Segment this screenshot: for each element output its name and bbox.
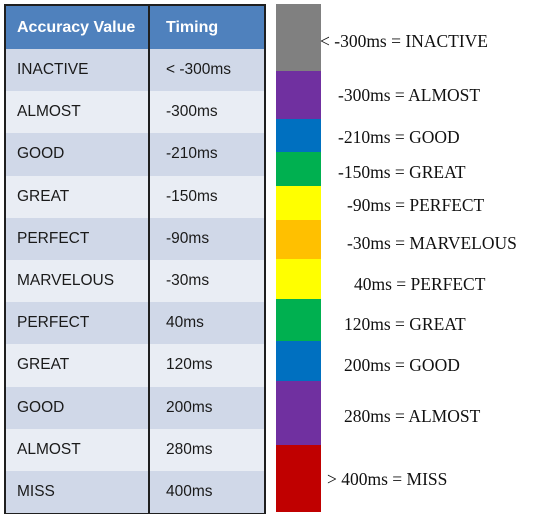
- table-row: PERFECT 40ms: [6, 302, 264, 345]
- timing-label-almost-late: 280ms = ALMOST: [344, 406, 481, 426]
- header-timing: Timing: [166, 18, 219, 36]
- accuracy-timing-table: Accuracy Value Timing INACTIVE < -300ms …: [4, 4, 266, 514]
- timing-cell: < -300ms: [166, 61, 232, 79]
- timing-cell: 280ms: [166, 440, 213, 458]
- table-row: PERFECT -90ms: [6, 217, 264, 260]
- accuracy-cell: MARVELOUS: [6, 259, 150, 303]
- bar-segment-good-early: [276, 119, 321, 152]
- bar-segment-perfect-early: [276, 186, 321, 220]
- timing-cell: 40ms: [166, 314, 204, 332]
- bar-segment-inactive: [276, 4, 321, 71]
- timing-label-good-late: 200ms = GOOD: [344, 355, 460, 375]
- timing-label-perfect-early: -90ms = PERFECT: [347, 195, 485, 215]
- table-row: GOOD -210ms: [6, 133, 264, 176]
- accuracy-cell: GREAT: [6, 344, 150, 387]
- accuracy-cell: MISS: [6, 470, 150, 514]
- table-row: INACTIVE < -300ms: [6, 49, 264, 92]
- bar-segment-great-early: [276, 152, 321, 186]
- bar-segment-almost-early: [276, 71, 321, 119]
- accuracy-cell: PERFECT: [6, 302, 150, 345]
- table-row: GOOD 200ms: [6, 386, 264, 429]
- timing-label-inactive: < -300ms = INACTIVE: [320, 31, 488, 51]
- accuracy-cell: GREAT: [6, 175, 150, 218]
- timing-label-great-early: -150ms = GREAT: [338, 162, 466, 182]
- timing-cell: -30ms: [166, 272, 210, 290]
- timing-label-miss: > 400ms = MISS: [327, 469, 448, 489]
- bar-segment-perfect-late: [276, 259, 321, 299]
- timing-cell: -300ms: [166, 103, 218, 121]
- timing-cell: -150ms: [166, 187, 218, 205]
- accuracy-cell: GOOD: [6, 133, 150, 176]
- timing-cell: 400ms: [166, 482, 213, 500]
- timing-label-perfect-late: 40ms = PERFECT: [354, 274, 486, 294]
- table-row: MARVELOUS -30ms: [6, 259, 264, 303]
- table-row: MISS 400ms: [6, 470, 264, 514]
- table-header-row: Accuracy Value Timing: [6, 6, 264, 49]
- header-accuracy-value: Accuracy Value: [6, 6, 150, 49]
- table-row: ALMOST 280ms: [6, 428, 264, 471]
- timing-cell: -90ms: [166, 229, 210, 247]
- timing-cell: 200ms: [166, 398, 213, 416]
- accuracy-cell: PERFECT: [6, 217, 150, 260]
- timing-label-almost-early: -300ms = ALMOST: [338, 85, 481, 105]
- timing-label-good-early: -210ms = GOOD: [338, 127, 460, 147]
- bar-segment-great-late: [276, 299, 321, 341]
- timing-cell: -210ms: [166, 145, 218, 163]
- table-row: GREAT 120ms: [6, 344, 264, 387]
- accuracy-cell: INACTIVE: [6, 49, 150, 92]
- bar-segment-miss: [276, 445, 321, 512]
- bar-segment-marvelous: [276, 220, 321, 259]
- timing-label-great-late: 120ms = GREAT: [344, 314, 466, 334]
- table-row: ALMOST -300ms: [6, 91, 264, 134]
- bar-segment-almost-late: [276, 381, 321, 445]
- accuracy-cell: GOOD: [6, 386, 150, 429]
- bar-segment-good-late: [276, 341, 321, 381]
- accuracy-cell: ALMOST: [6, 91, 150, 134]
- timing-label-marvelous: -30ms = MARVELOUS: [347, 233, 517, 253]
- timing-cell: 120ms: [166, 356, 213, 374]
- timing-color-bar: [276, 4, 321, 512]
- table-row: GREAT -150ms: [6, 175, 264, 218]
- accuracy-cell: ALMOST: [6, 428, 150, 471]
